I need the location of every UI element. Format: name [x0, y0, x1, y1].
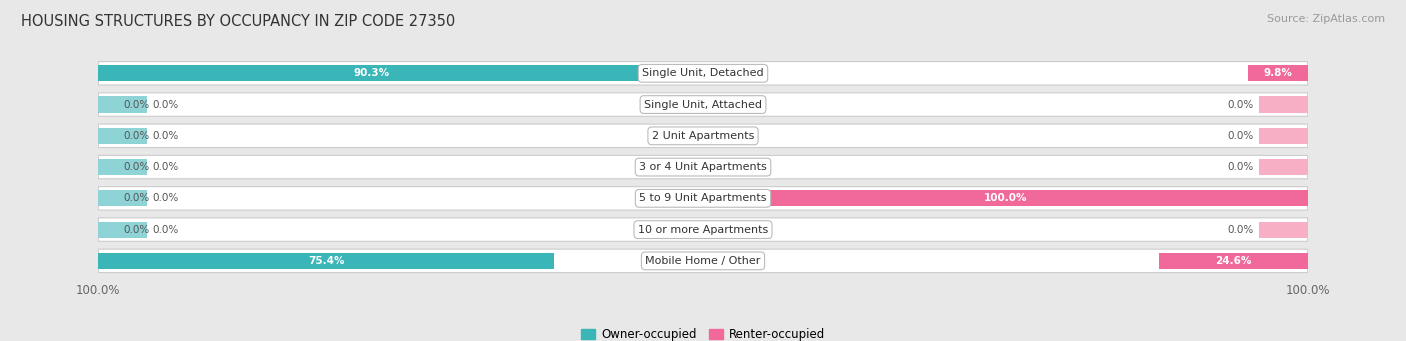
FancyBboxPatch shape [98, 62, 1308, 85]
Bar [98, 97, 146, 113]
Bar [703, 190, 1308, 206]
Text: 2 Unit Apartments: 2 Unit Apartments [652, 131, 754, 141]
Text: 0.0%: 0.0% [153, 225, 179, 235]
Text: 24.6%: 24.6% [1215, 256, 1251, 266]
FancyBboxPatch shape [98, 187, 1308, 210]
Bar [98, 65, 644, 81]
Bar [1249, 65, 1308, 81]
Text: 0.0%: 0.0% [124, 162, 150, 172]
Bar [98, 253, 554, 269]
FancyBboxPatch shape [98, 218, 1308, 241]
Text: 0.0%: 0.0% [1227, 225, 1253, 235]
Text: 0.0%: 0.0% [1227, 100, 1253, 109]
Bar [1159, 253, 1308, 269]
Bar [1260, 159, 1308, 175]
Text: 0.0%: 0.0% [1227, 131, 1253, 141]
Text: 0.0%: 0.0% [153, 100, 179, 109]
Text: 3 or 4 Unit Apartments: 3 or 4 Unit Apartments [640, 162, 766, 172]
Legend: Owner-occupied, Renter-occupied: Owner-occupied, Renter-occupied [576, 323, 830, 341]
Bar [98, 190, 146, 206]
Text: 75.4%: 75.4% [308, 256, 344, 266]
FancyBboxPatch shape [98, 93, 1308, 116]
Text: 0.0%: 0.0% [153, 131, 179, 141]
Text: 0.0%: 0.0% [124, 100, 150, 109]
FancyBboxPatch shape [98, 155, 1308, 179]
Text: 100.0%: 100.0% [984, 193, 1026, 203]
Text: Single Unit, Attached: Single Unit, Attached [644, 100, 762, 109]
Bar [98, 222, 146, 238]
Text: 0.0%: 0.0% [124, 193, 150, 203]
Bar [1260, 97, 1308, 113]
Text: 5 to 9 Unit Apartments: 5 to 9 Unit Apartments [640, 193, 766, 203]
Bar [1260, 128, 1308, 144]
Bar [98, 128, 146, 144]
Text: 9.8%: 9.8% [1264, 68, 1292, 78]
FancyBboxPatch shape [98, 249, 1308, 272]
Text: Source: ZipAtlas.com: Source: ZipAtlas.com [1267, 14, 1385, 24]
Bar [98, 159, 146, 175]
Text: 10 or more Apartments: 10 or more Apartments [638, 225, 768, 235]
FancyBboxPatch shape [98, 124, 1308, 148]
Text: 0.0%: 0.0% [124, 131, 150, 141]
Text: 0.0%: 0.0% [1227, 162, 1253, 172]
Text: Single Unit, Detached: Single Unit, Detached [643, 68, 763, 78]
Text: 90.3%: 90.3% [353, 68, 389, 78]
Text: 0.0%: 0.0% [153, 193, 179, 203]
Text: 0.0%: 0.0% [153, 162, 179, 172]
Text: HOUSING STRUCTURES BY OCCUPANCY IN ZIP CODE 27350: HOUSING STRUCTURES BY OCCUPANCY IN ZIP C… [21, 14, 456, 29]
Text: Mobile Home / Other: Mobile Home / Other [645, 256, 761, 266]
Bar [1260, 222, 1308, 238]
Text: 0.0%: 0.0% [124, 225, 150, 235]
